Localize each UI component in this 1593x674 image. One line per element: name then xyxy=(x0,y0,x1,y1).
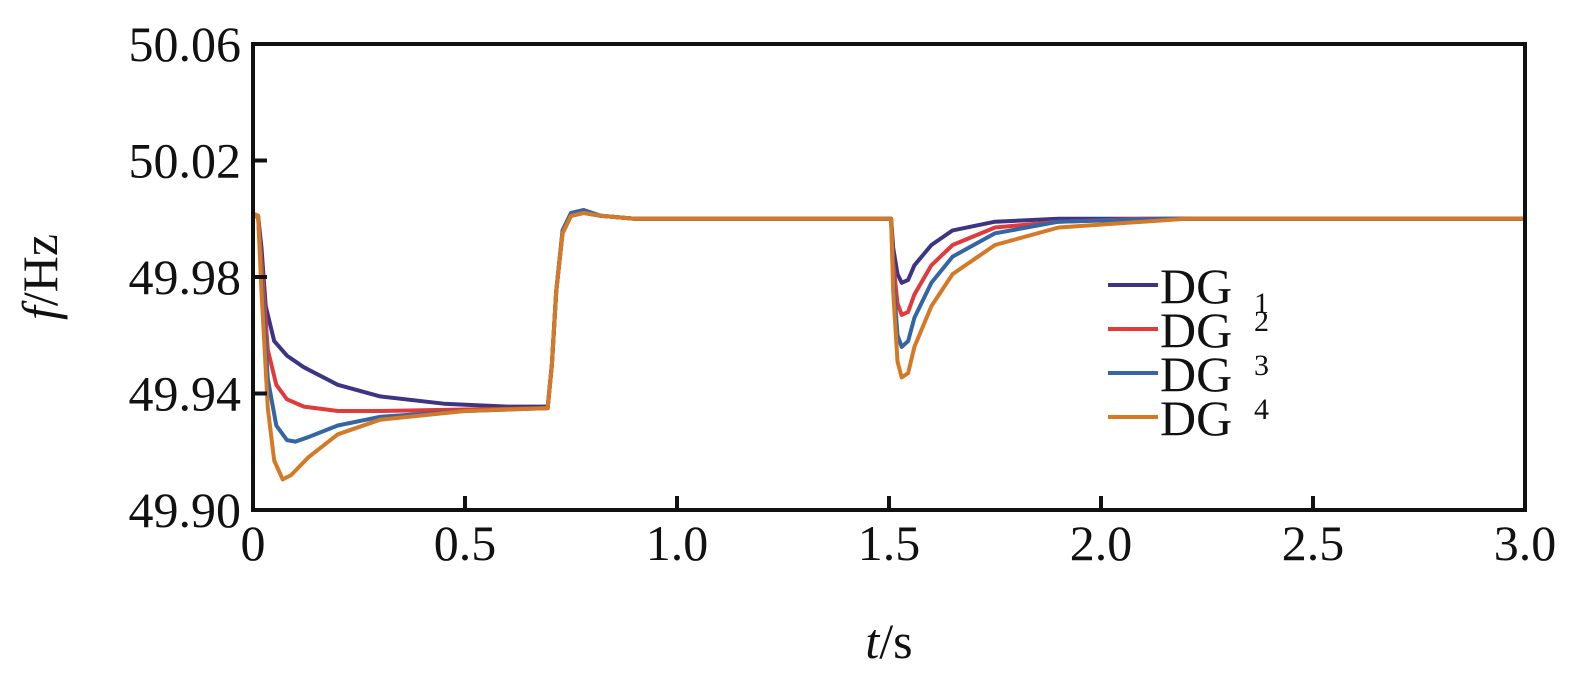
x-tick-label: 3.0 xyxy=(1494,515,1557,571)
legend-label: DG xyxy=(1160,258,1232,314)
legend-label: DG xyxy=(1160,346,1232,402)
y-tick-label: 49.98 xyxy=(129,249,242,305)
series-line-dg4 xyxy=(251,210,1527,482)
x-tick-label: 2.0 xyxy=(1070,515,1133,571)
x-tick-label: 1.0 xyxy=(646,515,709,571)
x-tick-label: 1.5 xyxy=(858,515,921,571)
series-layer xyxy=(251,208,1527,482)
plot-area-frame xyxy=(251,42,1527,512)
series-line-dg2 xyxy=(251,210,1527,413)
x-tick-label: 2.5 xyxy=(1282,515,1345,571)
y-tick-label: 49.90 xyxy=(129,482,242,538)
x-axis-label: t/s xyxy=(865,613,912,669)
legend-label-subscript: 1 xyxy=(1254,287,1269,320)
y-axis: 49.90 49.94 49.98 50.02 50.06 xyxy=(129,16,267,538)
y-tick-label: 50.06 xyxy=(129,16,242,72)
legend-label-subscript: 4 xyxy=(1254,393,1269,426)
y-tick-label: 50.02 xyxy=(129,133,242,189)
x-tick-label: 0 xyxy=(241,515,266,571)
legend-label: DG xyxy=(1160,390,1232,446)
legend-label-subscript: 2 xyxy=(1254,305,1269,338)
series-line-dg1 xyxy=(251,210,1527,409)
legend: DG 1 DG 2 DG 3 DG 4 xyxy=(1108,258,1269,446)
legend-label: DG xyxy=(1160,302,1232,358)
y-axis-label: f/Hz xyxy=(12,234,68,320)
x-tick-label: 0.5 xyxy=(434,515,497,571)
y-tick-label: 49.94 xyxy=(129,366,242,422)
x-axis: 0 0.5 1.0 1.5 2.0 2.5 3.0 xyxy=(241,496,1557,571)
series-line-dg3 xyxy=(251,208,1527,444)
legend-label-subscript: 3 xyxy=(1254,349,1269,382)
